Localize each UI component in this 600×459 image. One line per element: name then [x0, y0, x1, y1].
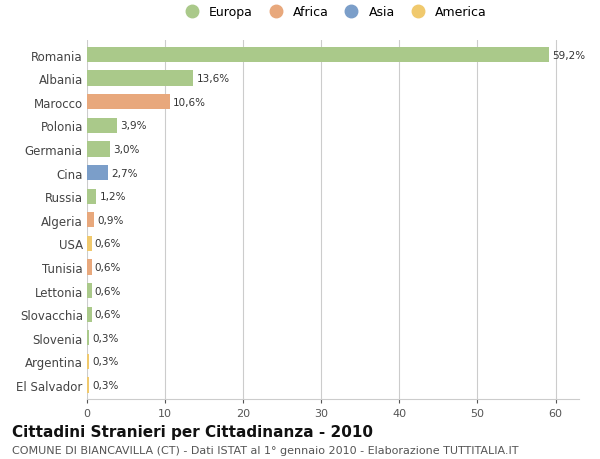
Bar	[87, 166, 108, 181]
Text: 0,6%: 0,6%	[95, 309, 121, 319]
Bar	[87, 330, 89, 346]
Text: 10,6%: 10,6%	[173, 98, 206, 107]
Bar	[87, 48, 550, 63]
Text: 3,9%: 3,9%	[121, 121, 147, 131]
Text: 0,3%: 0,3%	[92, 333, 119, 343]
Text: Cittadini Stranieri per Cittadinanza - 2010: Cittadini Stranieri per Cittadinanza - 2…	[12, 425, 373, 440]
Text: 0,9%: 0,9%	[97, 215, 124, 225]
Legend: Europa, Africa, Asia, America: Europa, Africa, Asia, America	[179, 6, 487, 19]
Bar	[87, 283, 92, 299]
Bar	[87, 354, 89, 369]
Text: COMUNE DI BIANCAVILLA (CT) - Dati ISTAT al 1° gennaio 2010 - Elaborazione TUTTIT: COMUNE DI BIANCAVILLA (CT) - Dati ISTAT …	[12, 445, 518, 455]
Bar	[87, 71, 193, 87]
Text: 0,6%: 0,6%	[95, 286, 121, 296]
Bar	[87, 307, 92, 322]
Text: 3,0%: 3,0%	[113, 145, 140, 155]
Text: 0,6%: 0,6%	[95, 263, 121, 273]
Bar	[87, 213, 94, 228]
Text: 59,2%: 59,2%	[553, 50, 586, 61]
Text: 2,7%: 2,7%	[111, 168, 138, 178]
Bar	[87, 118, 118, 134]
Text: 0,6%: 0,6%	[95, 239, 121, 249]
Bar	[87, 236, 92, 252]
Text: 0,3%: 0,3%	[92, 357, 119, 367]
Text: 0,3%: 0,3%	[92, 380, 119, 390]
Text: 13,6%: 13,6%	[196, 74, 229, 84]
Bar	[87, 95, 170, 110]
Bar	[87, 378, 89, 393]
Bar	[87, 189, 97, 204]
Bar	[87, 142, 110, 157]
Text: 1,2%: 1,2%	[100, 192, 126, 202]
Bar	[87, 260, 92, 275]
